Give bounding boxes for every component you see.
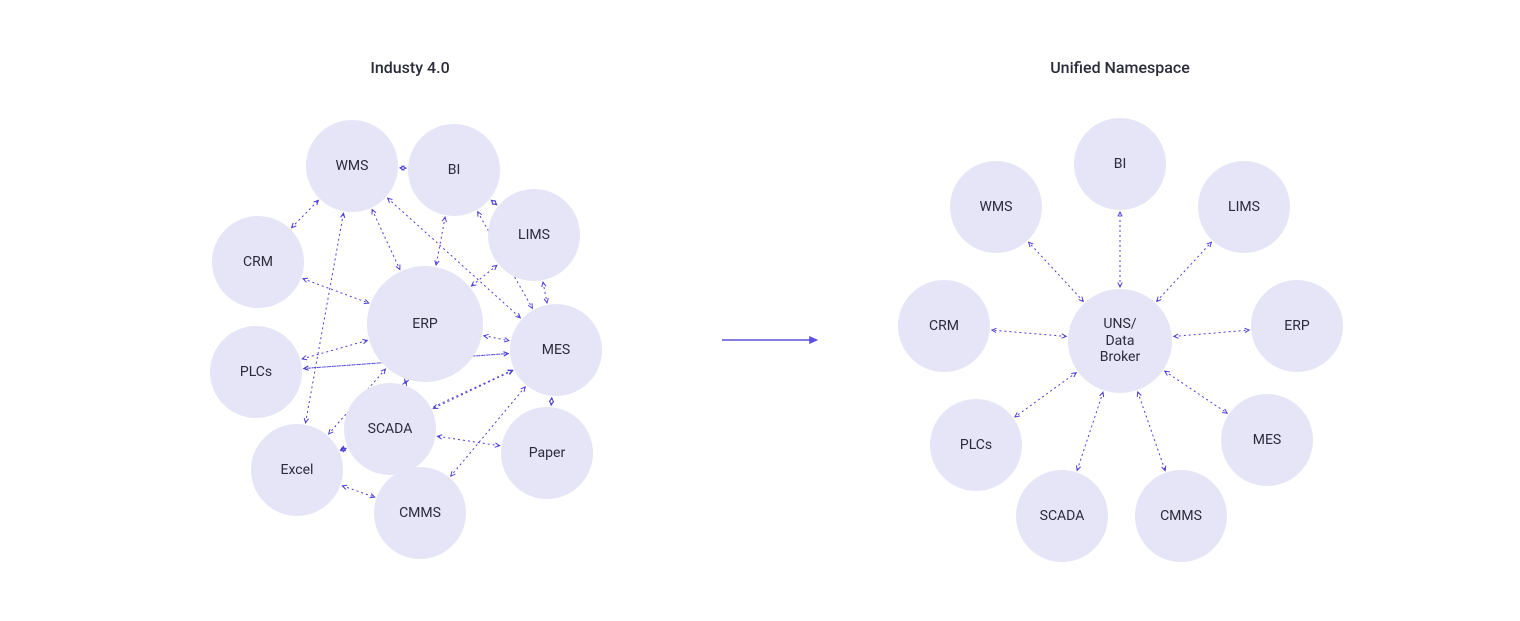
right-node-crm: CRM <box>898 280 990 372</box>
left-title: Industy 4.0 <box>370 58 449 77</box>
right-node-erp: ERP <box>1251 280 1343 372</box>
right-title: Unified Namespace <box>1050 58 1190 77</box>
left-node-bi: BI <box>408 124 500 216</box>
right-node-uns: UNS/ Data Broker <box>1068 289 1172 393</box>
left-node-crm: CRM <box>212 216 304 308</box>
right-node-plcs: PLCs <box>930 399 1022 491</box>
right-node-cmms: CMMS <box>1135 470 1227 562</box>
right-node-scada: SCADA <box>1016 470 1108 562</box>
left-node-excel: Excel <box>251 424 343 516</box>
left-node-cmms: CMMS <box>374 467 466 559</box>
left-node-plcs: PLCs <box>210 326 302 418</box>
right-node-bi: BI <box>1074 118 1166 210</box>
left-node-paper: Paper <box>501 407 593 499</box>
left-node-scada: SCADA <box>344 383 436 475</box>
right-node-wms: WMS <box>950 161 1042 253</box>
left-node-mes: MES <box>510 304 602 396</box>
right-node-lims: LIMS <box>1198 161 1290 253</box>
left-node-wms: WMS <box>306 120 398 212</box>
left-node-lims: LIMS <box>488 189 580 281</box>
diagram-container: Industy 4.0 Unified Namespace WMSBILIMSC… <box>0 0 1520 621</box>
left-node-erp: ERP <box>367 266 483 382</box>
right-node-mes: MES <box>1221 394 1313 486</box>
